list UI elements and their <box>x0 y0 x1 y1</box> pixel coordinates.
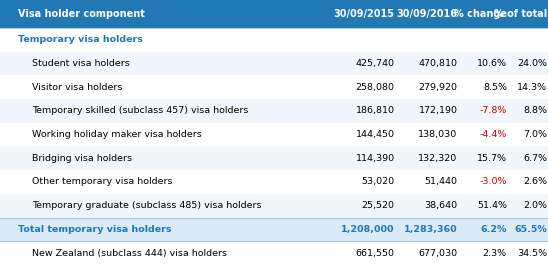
Text: 8.8%: 8.8% <box>523 106 547 115</box>
Text: % of total: % of total <box>494 9 547 19</box>
Text: Student visa holders: Student visa holders <box>32 59 129 68</box>
Text: 1,208,000: 1,208,000 <box>341 225 395 234</box>
Text: New Zealand (subclass 444) visa holders: New Zealand (subclass 444) visa holders <box>32 249 227 258</box>
Bar <box>0 0 548 28</box>
Text: 24.0%: 24.0% <box>517 59 547 68</box>
Text: Total temporary visa holders: Total temporary visa holders <box>18 225 172 234</box>
Text: 138,030: 138,030 <box>418 130 458 139</box>
Text: 34.5%: 34.5% <box>517 249 547 258</box>
Text: 172,190: 172,190 <box>419 106 458 115</box>
Text: 1,283,360: 1,283,360 <box>404 225 458 234</box>
Text: 144,450: 144,450 <box>356 130 395 139</box>
Text: Other temporary visa holders: Other temporary visa holders <box>32 178 172 187</box>
Text: 10.6%: 10.6% <box>477 59 507 68</box>
Text: -7.8%: -7.8% <box>480 106 507 115</box>
Bar <box>0 52 548 75</box>
Text: -3.0%: -3.0% <box>480 178 507 187</box>
Text: % change: % change <box>454 9 507 19</box>
Bar <box>0 147 548 170</box>
Bar <box>0 75 548 99</box>
Text: 258,080: 258,080 <box>356 83 395 92</box>
Text: 2.6%: 2.6% <box>523 178 547 187</box>
Text: 279,920: 279,920 <box>419 83 458 92</box>
Text: 6.2%: 6.2% <box>481 225 507 234</box>
Text: Temporary skilled (subclass 457) visa holders: Temporary skilled (subclass 457) visa ho… <box>32 106 248 115</box>
Text: 38,640: 38,640 <box>425 201 458 210</box>
Text: 14.3%: 14.3% <box>517 83 547 92</box>
Text: Temporary graduate (subclass 485) visa holders: Temporary graduate (subclass 485) visa h… <box>32 201 261 210</box>
Text: Bridging visa holders: Bridging visa holders <box>32 154 132 163</box>
Text: 25,520: 25,520 <box>362 201 395 210</box>
Text: 132,320: 132,320 <box>418 154 458 163</box>
Text: 65.5%: 65.5% <box>514 225 547 234</box>
Text: 2.0%: 2.0% <box>523 201 547 210</box>
Text: 7.0%: 7.0% <box>523 130 547 139</box>
Text: 2.3%: 2.3% <box>483 249 507 258</box>
Text: Visa holder component: Visa holder component <box>18 9 145 19</box>
Text: 30/09/2016: 30/09/2016 <box>397 9 458 19</box>
Text: -4.4%: -4.4% <box>480 130 507 139</box>
Text: 114,390: 114,390 <box>356 154 395 163</box>
Bar <box>0 218 548 241</box>
Bar <box>0 194 548 218</box>
Text: Temporary visa holders: Temporary visa holders <box>18 35 143 44</box>
Text: 470,810: 470,810 <box>419 59 458 68</box>
Bar <box>0 99 548 123</box>
Text: 661,550: 661,550 <box>356 249 395 258</box>
Text: Working holiday maker visa holders: Working holiday maker visa holders <box>32 130 202 139</box>
Text: 677,030: 677,030 <box>419 249 458 258</box>
Bar <box>0 28 548 51</box>
Text: 8.5%: 8.5% <box>483 83 507 92</box>
Bar <box>0 241 548 265</box>
Text: Visitor visa holders: Visitor visa holders <box>32 83 122 92</box>
Bar <box>0 123 548 147</box>
Text: 51.4%: 51.4% <box>477 201 507 210</box>
Text: 53,020: 53,020 <box>362 178 395 187</box>
Text: 51,440: 51,440 <box>425 178 458 187</box>
Text: 30/09/2015: 30/09/2015 <box>334 9 395 19</box>
Text: 425,740: 425,740 <box>356 59 395 68</box>
Text: 6.7%: 6.7% <box>523 154 547 163</box>
Bar <box>0 170 548 194</box>
Text: 186,810: 186,810 <box>356 106 395 115</box>
Text: 15.7%: 15.7% <box>477 154 507 163</box>
